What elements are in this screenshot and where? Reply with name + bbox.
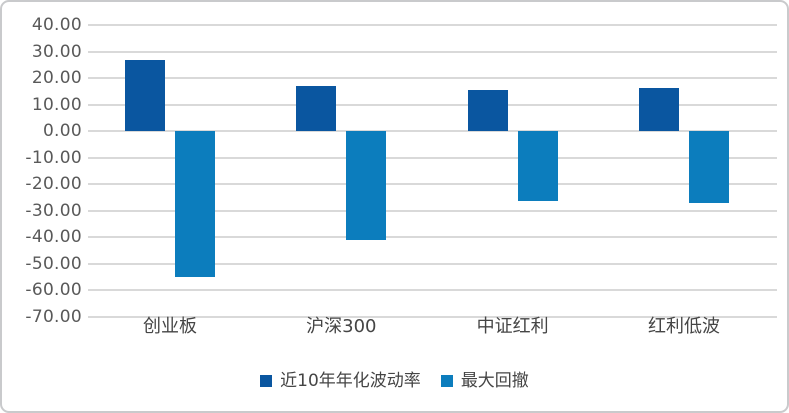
gridline: [88, 130, 777, 132]
gridline: [88, 236, 777, 238]
y-axis-tick-label: 20.00: [31, 68, 82, 88]
legend-label-volatility: 近10年年化波动率: [280, 371, 421, 391]
bar-drawdown-1: [346, 131, 387, 240]
gridline: [88, 209, 777, 212]
x-axis-category-label: 中证红利: [476, 316, 549, 337]
bar-volatility-0: [125, 60, 165, 131]
bar-drawdown-3: [688, 131, 729, 204]
legend-label-drawdown: 最大回撤: [460, 371, 529, 391]
gridline: [88, 50, 777, 53]
x-axis-category-label: 创业板: [143, 316, 197, 337]
gridline: [88, 77, 777, 79]
x-axis-category-label: 沪深300: [306, 316, 377, 337]
gridline: [88, 156, 777, 159]
y-axis-tick-label: -30.00: [25, 200, 82, 221]
y-axis-tick-label: 30.00: [31, 41, 82, 62]
y-axis-tick-label: -20.00: [25, 174, 82, 194]
y-axis-tick-label: 40.00: [31, 15, 82, 35]
bar-volatility-1: [296, 85, 337, 131]
legend-item-volatility: 近10年年化波动率: [260, 370, 421, 392]
bar-volatility-2: [467, 89, 508, 131]
gridline: [88, 24, 777, 26]
gridline: [88, 183, 777, 185]
y-axis-tick-label: -50.00: [25, 253, 82, 274]
x-axis-category-label: 红利低波: [647, 316, 720, 337]
legend: 近10年年化波动率 最大回撤: [2, 368, 787, 394]
y-axis-tick-label: 10.00: [31, 94, 82, 115]
bar-drawdown-0: [175, 131, 215, 278]
gridline: [88, 262, 777, 265]
legend-item-drawdown: 最大回撤: [440, 370, 529, 392]
gridline: [88, 103, 777, 106]
gridline: [88, 315, 777, 318]
bar-drawdown-2: [517, 131, 558, 202]
y-axis-tick-label: -60.00: [25, 280, 82, 300]
gridline: [88, 289, 777, 291]
y-axis-tick-label: -40.00: [25, 227, 82, 247]
y-axis-tick-label: -70.00: [25, 306, 82, 327]
bar-volatility-3: [638, 88, 679, 131]
y-axis-tick-label: 0.00: [42, 121, 82, 141]
legend-swatch-volatility-icon: [260, 375, 273, 387]
legend-swatch-drawdown-icon: [440, 375, 453, 387]
y-axis-tick-label: -10.00: [25, 147, 82, 168]
